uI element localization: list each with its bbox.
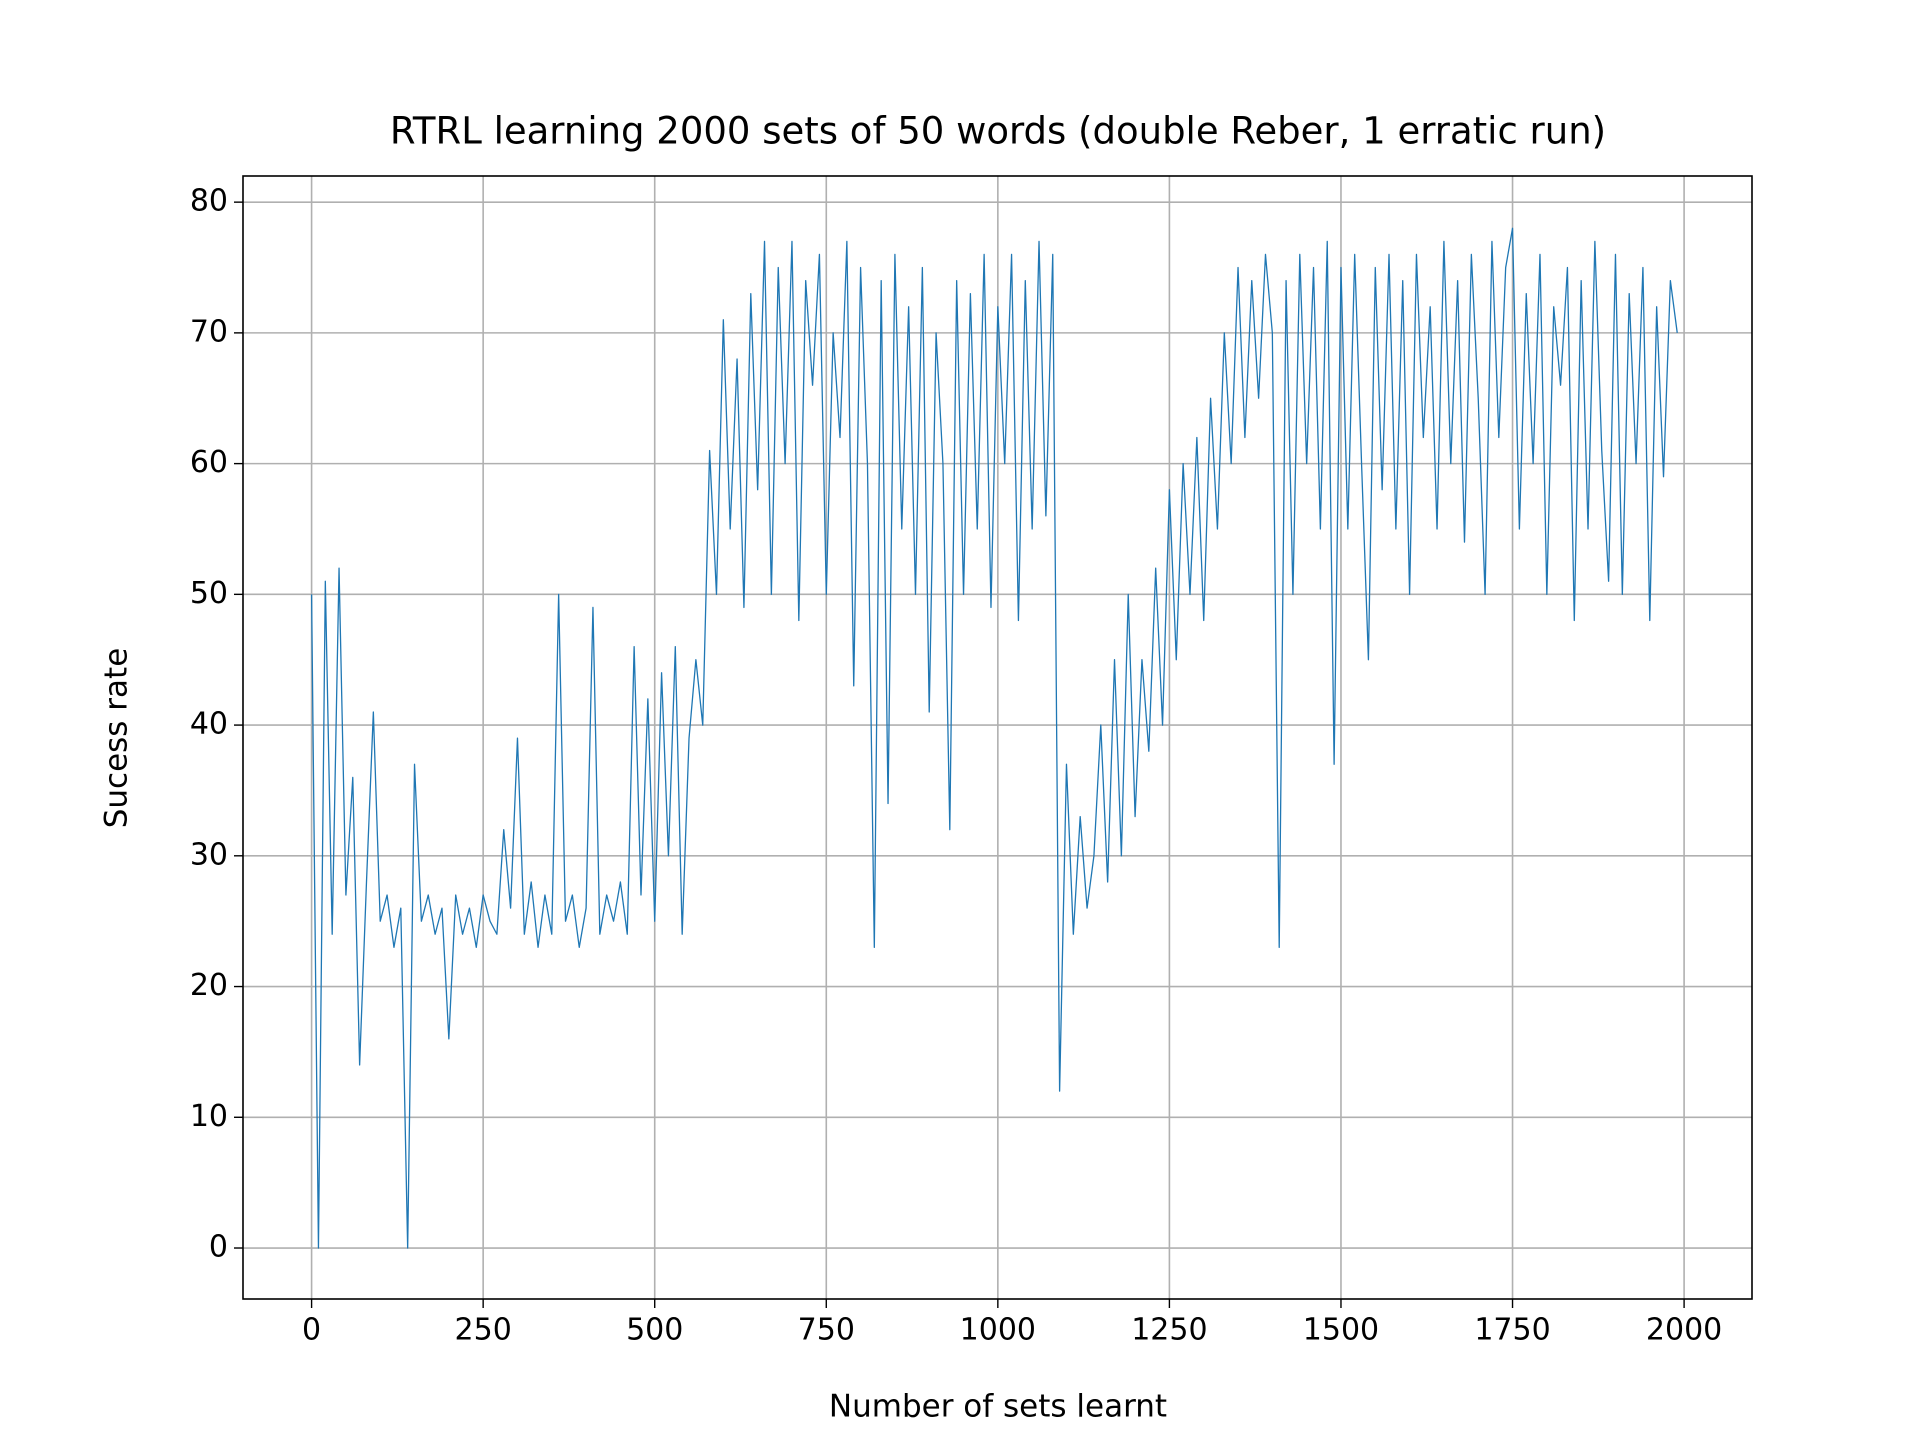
y-tick-label: 40 xyxy=(190,707,228,742)
chart-title: RTRL learning 2000 sets of 50 words (dou… xyxy=(390,110,1606,153)
x-tick-label: 250 xyxy=(455,1313,512,1348)
y-tick-label: 50 xyxy=(190,576,228,611)
y-axis-label: Sucess rate xyxy=(99,648,135,829)
y-tick-label: 70 xyxy=(190,314,228,349)
y-tick-label: 20 xyxy=(190,968,228,1003)
y-tick-label: 60 xyxy=(190,445,228,480)
x-tick-label: 2000 xyxy=(1646,1313,1722,1348)
x-axis-label: Number of sets learnt xyxy=(829,1389,1167,1425)
data-line xyxy=(310,227,1678,1249)
x-tick-label: 1000 xyxy=(960,1313,1036,1348)
x-tick-label: 1500 xyxy=(1303,1313,1379,1348)
y-tick-label: 10 xyxy=(190,1099,228,1134)
y-tick-label: 0 xyxy=(209,1230,228,1265)
x-tick-label: 500 xyxy=(626,1313,683,1348)
x-tick-label: 1750 xyxy=(1474,1313,1550,1348)
y-tick-label: 30 xyxy=(190,837,228,872)
x-tick-label: 1250 xyxy=(1131,1313,1207,1348)
x-tick-label: 0 xyxy=(302,1313,321,1348)
x-tick-label: 750 xyxy=(798,1313,855,1348)
y-tick-label: 80 xyxy=(190,184,228,219)
plot-frame xyxy=(242,175,1753,1300)
